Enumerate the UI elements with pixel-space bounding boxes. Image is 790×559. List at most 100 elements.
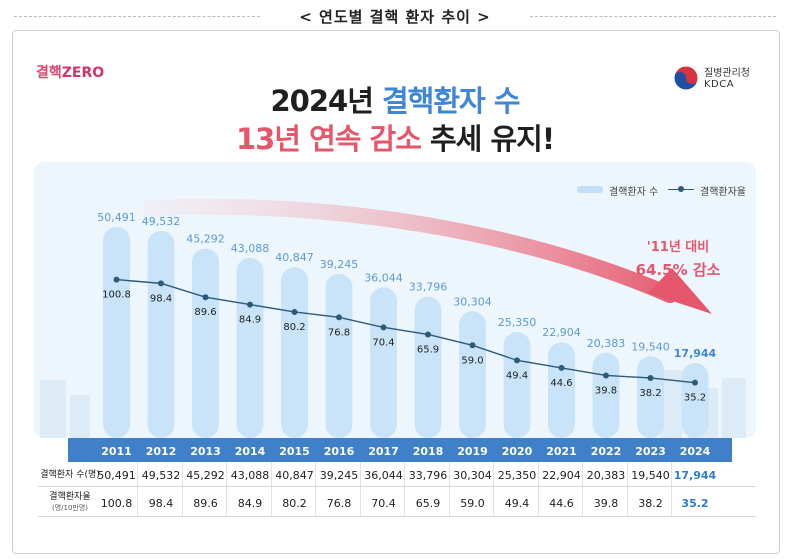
patient-count-cell: 36,044 [364, 469, 403, 482]
year-cell: 2015 [279, 445, 310, 458]
rate-point-2015 [291, 308, 298, 315]
legend-bar-label: 결핵환자 수 [609, 187, 659, 198]
bar-2014 [236, 257, 264, 438]
rate-cell: 80.2 [282, 497, 307, 510]
bar-value-label: 25,350 [498, 316, 537, 329]
rate-value-label: 76.8 [328, 327, 350, 338]
rate-point-2022 [603, 372, 609, 379]
rate-cell: 65.9 [415, 497, 441, 510]
rate-cell: 70.4 [371, 497, 396, 510]
year-cell: 2014 [234, 445, 266, 458]
bar-value-label: 30,304 [453, 295, 492, 308]
brand-logo-suffix: ZERO [61, 65, 105, 81]
brand-logo: 결핵ZERO [36, 62, 104, 82]
patient-count-cell: 17,944 [673, 469, 717, 482]
year-cell: 2012 [145, 445, 177, 458]
row-divider [38, 516, 756, 517]
legend-line-dot [678, 186, 684, 192]
column-divider [671, 462, 672, 516]
rate-value-label: 59.0 [461, 355, 483, 366]
rate-line [116, 278, 696, 384]
callout-percent: 64.5% 감소 [635, 261, 721, 279]
patient-count-cell: 40,847 [275, 469, 314, 482]
title-divider-left [14, 16, 260, 17]
rate-point-2013 [202, 294, 209, 301]
year-cell: 2013 [190, 445, 221, 458]
bar-value-label: 36,044 [364, 271, 403, 284]
patient-count-cell: 25,350 [497, 469, 537, 482]
column-divider [582, 462, 583, 516]
rate-value-label: 49.4 [506, 370, 528, 381]
rate-value-label: 70.4 [372, 337, 394, 348]
bar-value-label: 43,088 [231, 242, 270, 255]
column-divider [537, 462, 539, 516]
bar-value-label: 45,292 [186, 233, 225, 246]
bar-value-label: 22,904 [542, 326, 581, 339]
callout-baseline: '11년 대비 [646, 240, 710, 255]
rate-point-2012 [158, 280, 164, 287]
rate-point-2021 [558, 364, 565, 371]
rate-value-label: 100.8 [102, 290, 131, 301]
bar-2016 [325, 273, 353, 438]
column-divider [493, 462, 494, 516]
rate-point-2016 [336, 314, 342, 321]
bar-value-label: 40,847 [275, 251, 314, 264]
headline-line-2: 13년 연속 감소 추세 유지! [0, 116, 790, 158]
rate-value-label: 84.9 [239, 315, 261, 326]
year-cell: 2021 [546, 445, 577, 458]
column-divider [404, 462, 405, 516]
page-title: < 연도별 결핵 환자 추이 > [299, 8, 491, 26]
bar-value-label: 50,491 [97, 211, 136, 224]
headline-rest: 추세 유지! [430, 122, 555, 156]
bar-value-label: 49,532 [142, 215, 181, 228]
decrease-trend-arrow [142, 198, 678, 303]
bar-2011 [103, 226, 130, 438]
rate-value-label: 35.2 [684, 393, 706, 404]
year-cell: 2017 [368, 445, 399, 458]
rate-cell: 98.4 [148, 497, 174, 510]
year-cell: 2022 [590, 445, 622, 458]
bar-2023 [637, 356, 664, 438]
taegeuk-icon [673, 65, 699, 91]
bar-value-label: 19,540 [631, 340, 670, 353]
bar-value-label: 33,796 [409, 281, 448, 294]
bar-2018 [414, 296, 442, 438]
rate-cell: 44.6 [549, 497, 574, 510]
column-divider [315, 462, 316, 516]
row-label-rate: 결핵환자율 (명/10만명) [38, 492, 102, 514]
rate-point-2023 [647, 374, 654, 381]
rate-value-label: 65.9 [417, 344, 439, 355]
row-label-patients: 결핵환자 수(명) [40, 470, 100, 480]
year-cell: 2018 [412, 445, 444, 458]
column-divider [359, 462, 361, 516]
bar-2021 [548, 342, 575, 438]
patient-count-cell: 39,245 [319, 469, 359, 482]
rate-cell: 76.8 [326, 497, 352, 510]
patient-count-cell: 22,904 [542, 469, 581, 482]
patient-count-cell: 30,304 [453, 469, 492, 482]
year-cell: 2020 [501, 445, 533, 458]
bar-2019 [459, 311, 486, 438]
rate-point-2017 [380, 324, 387, 331]
patient-count-cell: 20,383 [586, 469, 626, 482]
year-cell: 2024 [679, 445, 711, 458]
column-divider [448, 462, 450, 516]
rate-value-label: 39.8 [595, 385, 617, 396]
rate-cell: 89.6 [193, 497, 218, 510]
rate-value-label: 98.4 [150, 293, 172, 304]
column-divider [626, 462, 628, 516]
rate-cell: 35.2 [681, 497, 709, 510]
agency-abbr: KDCA [704, 79, 735, 90]
agency-name: 질병관리청 [704, 68, 750, 79]
rate-cell: 49.4 [504, 497, 530, 510]
headline-line-1: 2024년 결핵환자 수 [0, 78, 790, 120]
year-header-row [68, 438, 732, 462]
legend-bar-swatch [577, 186, 603, 193]
headline-year: 2024년 [270, 84, 373, 118]
bar-2012 [147, 230, 175, 438]
column-divider [181, 462, 183, 516]
decrease-callout: '11년 대비 64.5% 감소 [618, 236, 738, 280]
patient-count-cell: 49,532 [141, 469, 181, 482]
year-cell: 2019 [457, 445, 488, 458]
